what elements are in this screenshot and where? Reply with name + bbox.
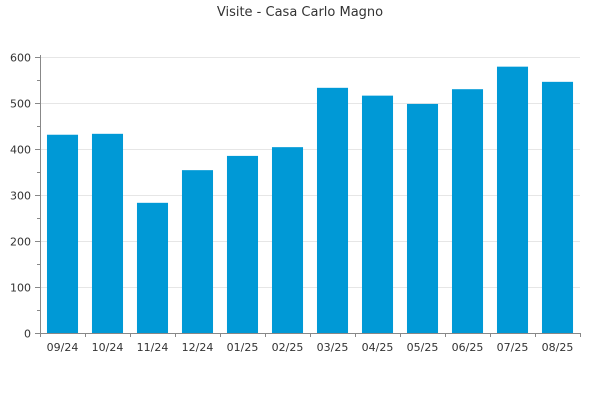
x-tick-label: 11/24 [137, 341, 169, 354]
x-tick-label: 04/25 [362, 341, 394, 354]
x-tick-label: 10/24 [92, 341, 124, 354]
bar-05-25 [406, 103, 439, 333]
bar-09-24 [46, 134, 79, 333]
y-tick-label: 500 [10, 98, 31, 111]
y-tick-label: 100 [10, 282, 31, 295]
y-tick-label: 0 [24, 328, 31, 341]
gridlines [40, 57, 580, 288]
bar-06-25 [451, 89, 484, 333]
y-tick-label: 200 [10, 236, 31, 249]
x-tick-label: 08/25 [542, 341, 574, 354]
bar-03-25 [316, 87, 349, 333]
y-axis-ticks: 0 100 200 300 400 500 600 [10, 52, 40, 341]
x-tick-label: 09/24 [47, 341, 79, 354]
x-axis-ticks: 09/24 10/24 11/24 12/24 01/25 02/25 03/25 04/25… [40, 333, 581, 354]
y-tick-label: 600 [10, 52, 31, 65]
x-tick-label: 12/24 [182, 341, 214, 354]
bar-12-24 [181, 170, 214, 333]
x-tick-label: 02/25 [272, 341, 304, 354]
bars [46, 66, 574, 333]
bar-11-24 [136, 202, 169, 333]
bar-07-25 [496, 66, 529, 333]
bar-08-25 [541, 81, 574, 333]
x-tick-label: 01/25 [227, 341, 259, 354]
x-tick-label: 07/25 [497, 341, 529, 354]
y-tick-label: 400 [10, 144, 31, 157]
x-tick-label: 05/25 [407, 341, 439, 354]
x-tick-label: 06/25 [452, 341, 484, 354]
bar-10-24 [91, 133, 124, 333]
y-tick-label: 300 [10, 190, 31, 203]
bar-02-25 [271, 147, 304, 333]
bar-04-25 [361, 95, 394, 333]
x-tick-label: 03/25 [317, 341, 349, 354]
bar-01-25 [226, 155, 259, 333]
chart-title: Visite - Casa Carlo Magno [217, 5, 383, 20]
